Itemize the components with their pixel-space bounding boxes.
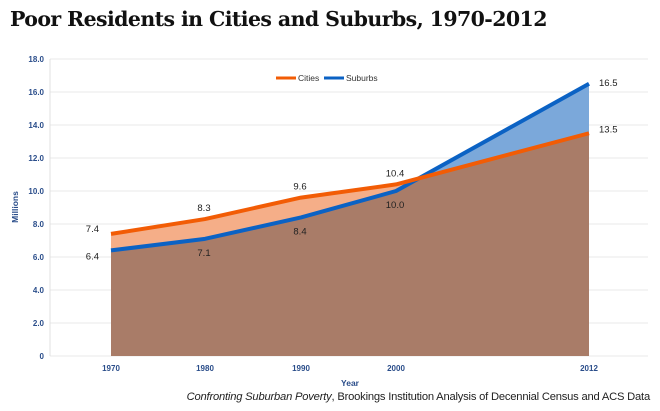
- y-axis-label: Millions: [10, 191, 20, 223]
- x-tick-label: 1990: [292, 364, 310, 373]
- suburbs-data-label: 8.4: [293, 226, 306, 237]
- cities-data-label: 10.4: [386, 168, 405, 179]
- y-tick-label: 14.0: [28, 121, 44, 130]
- y-tick-label: 0: [40, 352, 45, 361]
- cities-data-label: 7.4: [86, 224, 99, 235]
- y-tick-label: 10.0: [28, 187, 44, 196]
- y-tick-label: 18.0: [28, 55, 44, 64]
- source-text: , Brookings Institution Analysis of Dece…: [331, 391, 651, 403]
- cities-data-label: 13.5: [599, 124, 618, 135]
- y-tick-label: 2.0: [33, 319, 45, 328]
- y-tick-label: 6.0: [33, 253, 45, 262]
- x-tick-label: 2000: [387, 364, 405, 373]
- x-axis-label: Year: [341, 378, 360, 388]
- source-note: Confronting Suburban Poverty, Brookings …: [186, 391, 651, 403]
- x-tick-label: 1980: [196, 364, 214, 373]
- y-tick-label: 16.0: [28, 88, 44, 97]
- x-tick-label: 2012: [580, 364, 598, 373]
- cities-data-label: 9.6: [293, 182, 306, 193]
- suburbs-line: [110, 82, 590, 253]
- x-tick-label: 1970: [102, 364, 120, 373]
- y-tick-label: 8.0: [33, 220, 45, 229]
- suburbs-data-label: 16.5: [599, 78, 618, 89]
- source-title: Confronting Suburban Poverty: [186, 391, 332, 403]
- legend-label-cities: Cities: [298, 73, 319, 83]
- suburbs-data-label: 6.4: [86, 251, 99, 262]
- y-tick-label: 4.0: [33, 286, 45, 295]
- y-tick-label: 12.0: [28, 154, 44, 163]
- legend-label-suburbs: Suburbs: [346, 73, 378, 83]
- cities-line: [110, 131, 590, 236]
- suburbs-data-label: 10.0: [386, 200, 405, 211]
- cities-data-label: 8.3: [197, 203, 210, 214]
- chart-title: Poor Residents in Cities and Suburbs, 19…: [10, 7, 547, 31]
- suburbs-data-label: 7.1: [197, 248, 210, 259]
